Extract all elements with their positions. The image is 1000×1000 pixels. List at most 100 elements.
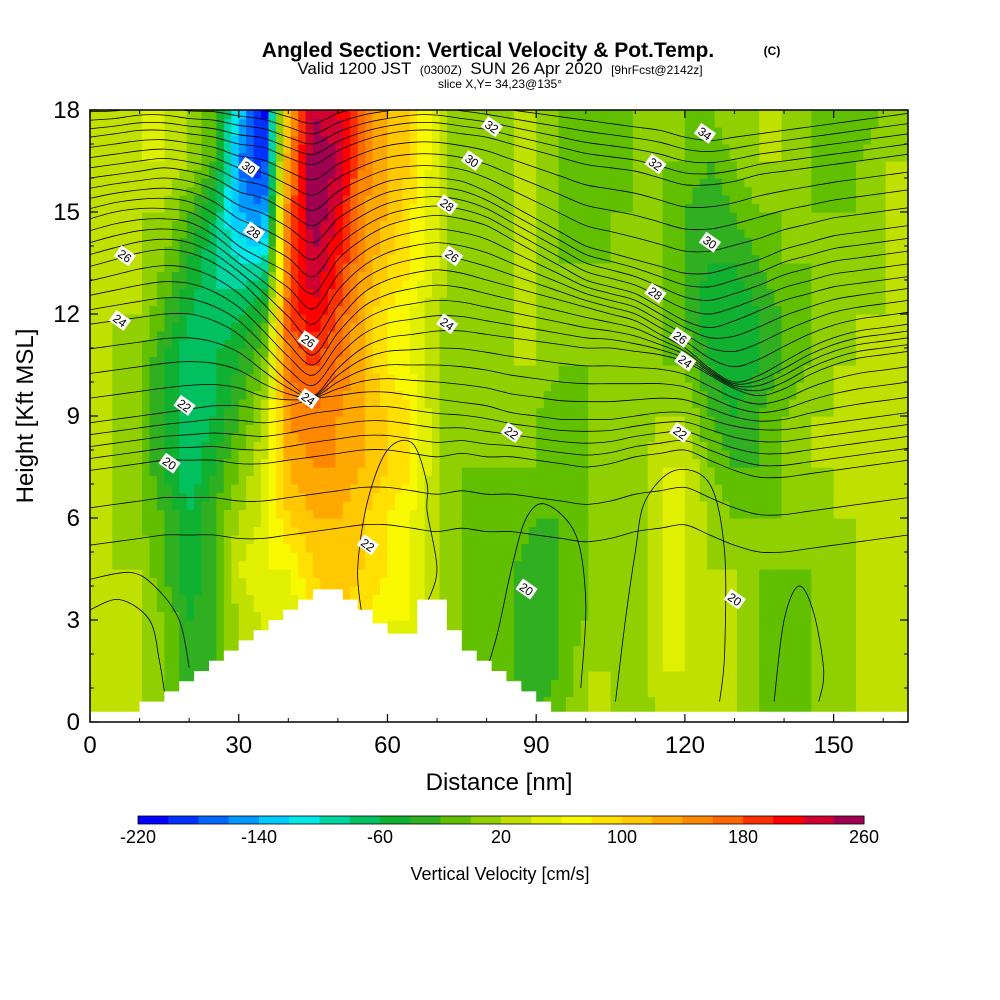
field-cell [885, 696, 894, 706]
field-cell [893, 382, 902, 392]
field-cell [759, 628, 768, 638]
field-cell [484, 475, 493, 485]
field-cell [655, 365, 664, 375]
field-cell [484, 594, 493, 604]
field-cell [246, 382, 255, 392]
field-cell [796, 603, 805, 613]
field-cell [536, 603, 545, 613]
field-cell [186, 586, 195, 596]
field-cell [90, 373, 99, 383]
field-cell [97, 356, 106, 366]
field-cell [662, 501, 671, 511]
field-cell [409, 492, 418, 502]
field-cell [580, 705, 589, 715]
field-cell [751, 484, 760, 494]
field-cell [595, 373, 604, 383]
field-cell [216, 586, 225, 596]
field-cell [372, 569, 381, 579]
field-cell [848, 620, 857, 630]
field-cell [142, 577, 151, 587]
field-cell [290, 356, 299, 366]
field-cell [484, 433, 493, 443]
field-cell [238, 594, 247, 604]
field-cell [305, 441, 314, 451]
field-cell [201, 543, 210, 553]
field-cell [766, 424, 775, 434]
field-cell [127, 688, 136, 698]
field-cell [424, 373, 433, 383]
field-cell [119, 586, 128, 596]
field-cell [335, 356, 344, 366]
field-cell [521, 654, 530, 664]
field-cell [513, 356, 522, 366]
field-cell [90, 416, 99, 426]
field-cell [714, 611, 723, 621]
field-cell [432, 348, 441, 358]
field-cell [833, 637, 842, 647]
field-cell [97, 484, 106, 494]
field-cell [446, 416, 455, 426]
field-cell [97, 552, 106, 562]
field-cell [149, 450, 158, 460]
field-cell [194, 331, 203, 341]
field-cell [699, 373, 708, 383]
field-cell [372, 603, 381, 613]
field-cell [142, 679, 151, 689]
field-cell [781, 424, 790, 434]
field-cell [142, 688, 151, 698]
field-cell [729, 518, 738, 528]
field-cell [201, 509, 210, 519]
field-cell [409, 603, 418, 613]
field-cell [112, 662, 121, 672]
field-cell [513, 552, 522, 562]
field-cell [662, 458, 671, 468]
field-cell [194, 356, 203, 366]
field-cell [863, 441, 872, 451]
field-cell [640, 603, 649, 613]
field-cell [156, 679, 165, 689]
field-cell [238, 509, 247, 519]
field-cell [893, 603, 902, 613]
field-cell [298, 560, 307, 570]
field-cell [506, 637, 515, 647]
field-cell [156, 518, 165, 528]
field-cell [736, 569, 745, 579]
field-cell [134, 373, 143, 383]
field-cell [171, 356, 180, 366]
field-cell [565, 577, 574, 587]
field-cell [670, 458, 679, 468]
field-cell [461, 390, 470, 400]
field-cell [149, 645, 158, 655]
field-cell [558, 390, 567, 400]
field-cell [655, 399, 664, 409]
field-cell [446, 356, 455, 366]
field-cell [186, 390, 195, 400]
field-cell [722, 390, 731, 400]
field-cell [841, 577, 850, 587]
field-cell [826, 560, 835, 570]
field-cell [893, 467, 902, 477]
field-cell [156, 671, 165, 681]
field-cell [677, 662, 686, 672]
field-cell [610, 492, 619, 502]
field-cell [893, 705, 902, 715]
field-cell [127, 475, 136, 485]
field-cell [201, 373, 210, 383]
field-cell [484, 339, 493, 349]
field-cell [766, 569, 775, 579]
field-cell [506, 586, 515, 596]
field-cell [625, 552, 634, 562]
field-cell [900, 662, 908, 672]
field-cell [536, 577, 545, 587]
field-cell [632, 688, 641, 698]
field-cell [692, 611, 701, 621]
field-cell [900, 671, 908, 681]
field-cell [692, 679, 701, 689]
field-cell [774, 492, 783, 502]
field-cell [640, 433, 649, 443]
field-cell [313, 416, 322, 426]
field-cell [885, 620, 894, 630]
field-cell [342, 586, 351, 596]
field-cell [491, 484, 500, 494]
field-cell [699, 339, 708, 349]
